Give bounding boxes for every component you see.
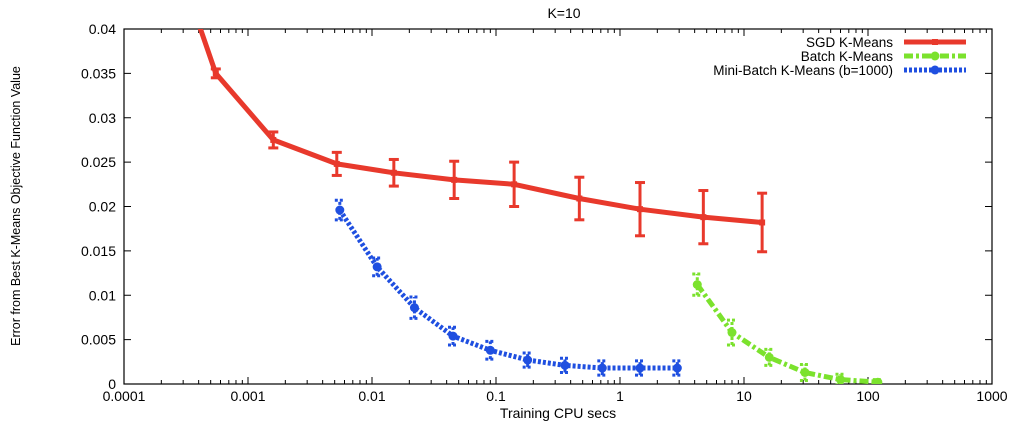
data-point <box>635 363 645 373</box>
plot-frame <box>123 28 993 385</box>
data-point <box>372 262 382 272</box>
legend-label: Mini-Batch K-Means (b=1000) <box>713 63 893 78</box>
series-1 <box>692 272 883 384</box>
x-tick-label: 0.0001 <box>103 388 146 404</box>
data-point <box>409 303 419 313</box>
chart-title: K=10 <box>547 5 580 21</box>
data-point <box>873 377 883 384</box>
data-point <box>835 375 845 384</box>
y-tick-label: 0.005 <box>81 332 116 348</box>
data-point <box>333 160 340 167</box>
x-tick-label: 0.01 <box>358 388 385 404</box>
legend-label: Batch K-Means <box>801 49 894 64</box>
data-point <box>448 331 458 341</box>
data-point <box>523 355 533 365</box>
y-tick-label: 0.04 <box>89 21 116 37</box>
data-point <box>485 345 495 355</box>
legend-marker <box>932 39 938 45</box>
y-tick-label: 0 <box>108 376 116 392</box>
y-axis-label: Error from Best K-Means Objective Functi… <box>9 66 23 346</box>
series-line <box>695 283 878 384</box>
data-point <box>390 169 397 176</box>
data-point <box>759 219 766 226</box>
x-tick-label: 0.001 <box>230 388 265 404</box>
data-point <box>511 181 518 188</box>
x-tick-label: 1 <box>616 388 624 404</box>
data-point <box>800 367 810 377</box>
data-point <box>270 136 277 143</box>
y-tick-label: 0.025 <box>81 154 116 170</box>
legend-marker <box>930 51 940 61</box>
series-layer <box>193 13 883 384</box>
series-2 <box>334 198 683 377</box>
data-point <box>672 363 682 373</box>
y-tick-label: 0.03 <box>89 110 116 126</box>
x-tick-label: 10 <box>736 388 752 404</box>
data-point <box>764 352 774 362</box>
legend-marker <box>930 65 940 75</box>
data-point <box>597 363 607 373</box>
series-line <box>197 29 763 225</box>
data-point <box>637 206 644 213</box>
data-point <box>560 360 570 370</box>
x-axis-label: Training CPU secs <box>500 405 616 421</box>
data-point <box>727 328 737 338</box>
data-point <box>700 214 707 221</box>
x-tick-label: 1000 <box>976 388 1007 404</box>
data-point <box>193 13 199 19</box>
series-0 <box>193 13 768 254</box>
axis-ticks: 0.0001 0.001 0.01 0.1 1 10 100 1000 0 0.005 0.01 0.… <box>81 21 1008 404</box>
x-tick-label: 0.1 <box>486 388 506 404</box>
x-tick-label: 100 <box>856 388 880 404</box>
data-point <box>335 205 345 215</box>
data-point <box>692 280 702 290</box>
y-tick-label: 0.02 <box>89 199 116 215</box>
series-line <box>337 208 678 371</box>
data-point <box>451 176 458 183</box>
y-tick-label: 0.01 <box>89 287 116 303</box>
data-point <box>212 70 219 77</box>
data-point <box>576 195 583 202</box>
y-tick-label: 0.035 <box>81 65 116 81</box>
legend-label: SGD K-Means <box>806 35 893 50</box>
y-tick-label: 0.015 <box>81 243 116 259</box>
